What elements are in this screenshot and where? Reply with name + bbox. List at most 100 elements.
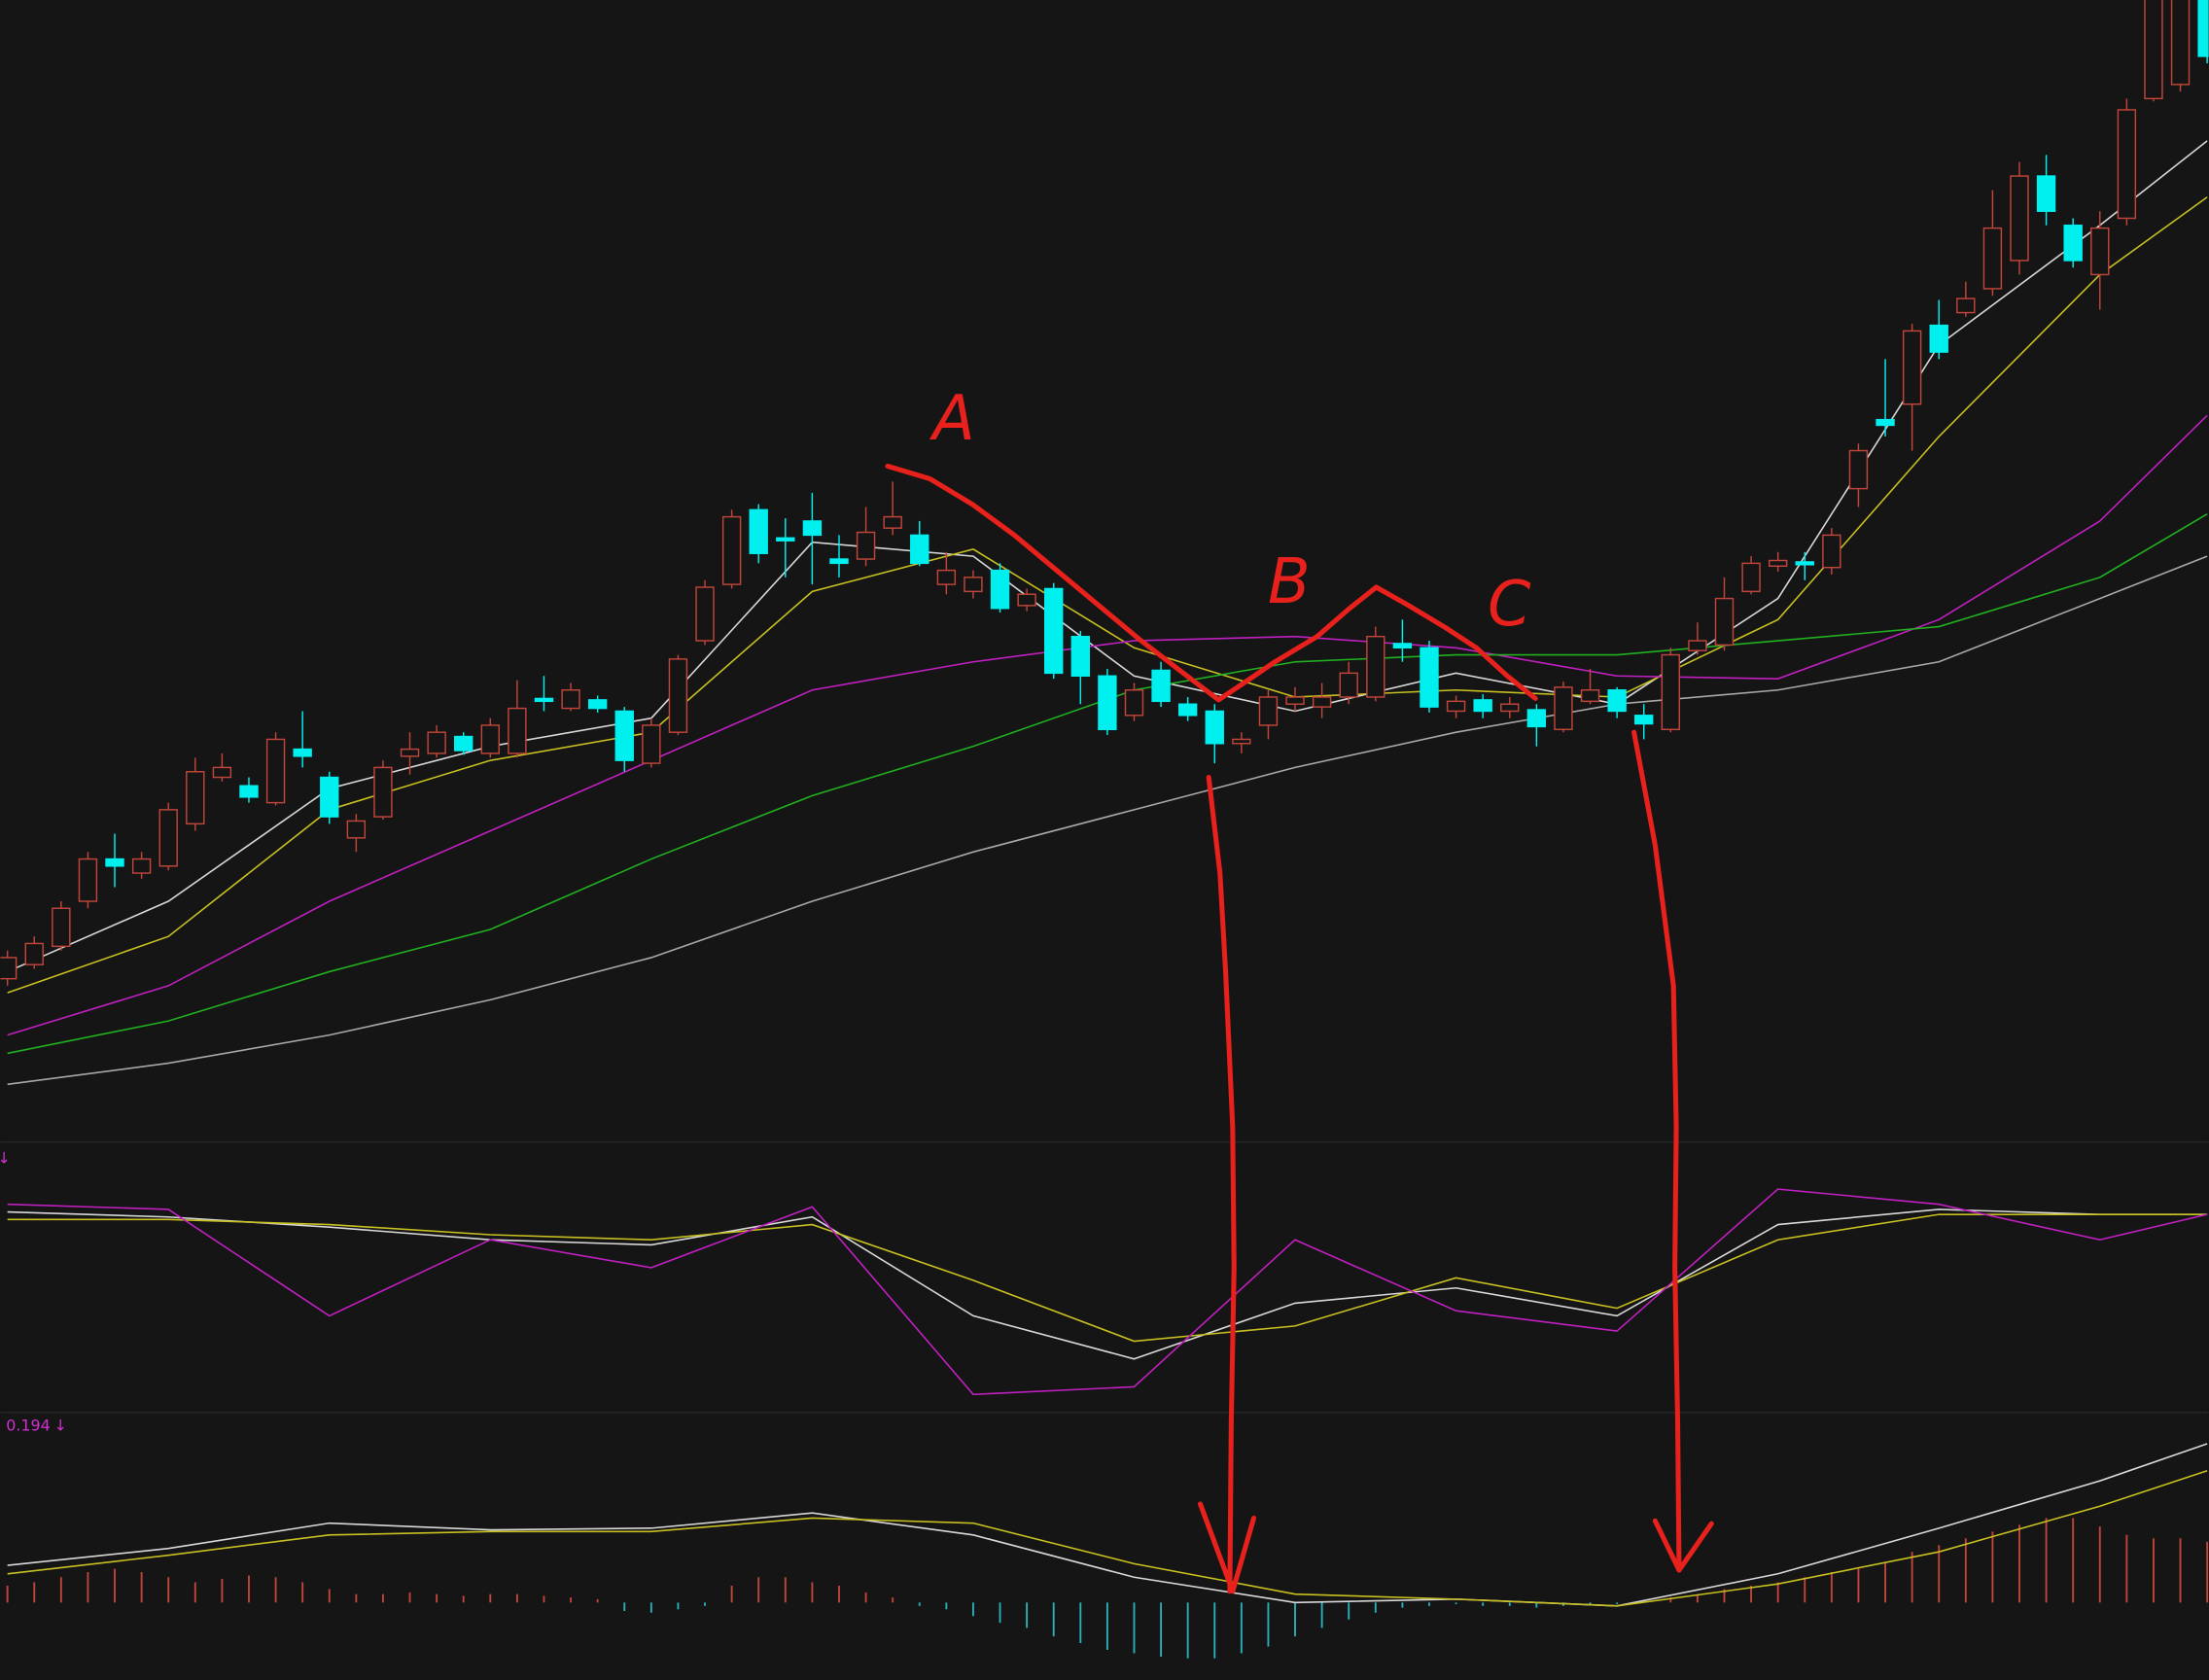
candle-body	[373, 766, 393, 818]
candle-body	[1420, 647, 1439, 708]
candle-body	[454, 735, 473, 752]
candle-body	[1177, 703, 1198, 717]
candle-body	[668, 658, 688, 733]
candle-body	[1526, 709, 1547, 728]
annotation-arrowhead	[1652, 1518, 1714, 1573]
candle-body	[802, 520, 823, 537]
candle-body	[2010, 175, 2029, 262]
candle-body	[1580, 689, 1600, 703]
candle-body	[1044, 587, 1064, 675]
candle-body	[1339, 672, 1358, 698]
indicator-line	[7, 1188, 2208, 1396]
indicator-line	[7, 1470, 2208, 1607]
candle-body	[1554, 686, 1573, 731]
candle-body	[1982, 227, 2003, 290]
candle-body	[2036, 175, 2056, 212]
annotation-line	[885, 463, 1538, 703]
candle-body	[1848, 449, 1869, 490]
annotations: A B C	[885, 383, 1714, 1594]
candle-body	[400, 748, 420, 757]
candle-body	[1473, 699, 1492, 713]
candle-body	[1098, 675, 1117, 731]
candle-body	[1500, 703, 1520, 713]
candle-body	[1070, 635, 1090, 677]
candle-body	[1205, 710, 1224, 745]
indicator-line	[7, 555, 2208, 1086]
candle-body	[1232, 738, 1251, 745]
candle-body	[534, 697, 554, 703]
candle-body	[2117, 109, 2137, 220]
candle-body	[1258, 696, 1279, 726]
candle-body	[1876, 418, 1895, 427]
candle-body	[1714, 597, 1735, 647]
candle-body	[1956, 298, 1976, 314]
candle-body	[1822, 534, 1841, 569]
oscillator-panel	[7, 1188, 2208, 1396]
candle-body	[105, 858, 124, 867]
candle-body	[1124, 689, 1144, 717]
candle-body	[1607, 689, 1627, 713]
candle-body	[1768, 559, 1788, 568]
annotation-arrow	[1206, 775, 1237, 1594]
price-panel	[0, 0, 2209, 1086]
candle-body	[427, 731, 446, 754]
candle-body	[480, 724, 500, 754]
candle-body	[186, 771, 205, 825]
indicator-line	[7, 414, 2208, 1036]
candle-body	[24, 942, 44, 965]
indicator-marker: ↓	[0, 1148, 11, 1167]
candle-body	[1446, 700, 1466, 713]
indicator-line	[7, 1443, 2208, 1607]
candle-body	[2063, 225, 2083, 262]
macd-panel	[6, 1443, 2209, 1659]
candle-body	[964, 577, 983, 593]
candle-body	[320, 776, 339, 818]
candle-body	[1312, 696, 1332, 708]
candle-body	[1285, 696, 1305, 705]
candle-body	[1661, 653, 1681, 731]
candle-body	[642, 724, 661, 764]
candle-body	[910, 534, 929, 565]
candle-body	[52, 907, 71, 948]
candle-body	[561, 689, 580, 710]
indicator-value: 0.194	[6, 1417, 51, 1435]
annotation-label: C	[1488, 569, 1531, 641]
candle-body	[346, 820, 367, 839]
candle-body	[131, 858, 152, 874]
candle-body	[1366, 635, 1385, 698]
candle-body	[239, 785, 259, 798]
annotation-label: B	[1268, 546, 1311, 618]
candle-body	[695, 586, 715, 642]
candle-body	[2144, 0, 2163, 100]
candle-body	[1688, 640, 1707, 651]
indicator-line	[7, 1208, 2208, 1360]
candle-body	[1151, 669, 1171, 703]
annotation-arrow	[1631, 729, 1682, 1573]
candle-body	[936, 569, 957, 585]
candle-body	[614, 710, 634, 761]
candle-body	[2197, 0, 2209, 57]
candle-body	[1902, 330, 1922, 405]
candle-body	[776, 537, 795, 542]
candle-body	[721, 515, 742, 585]
indicator-line	[7, 1213, 2208, 1343]
candle-body	[856, 531, 876, 560]
candle-body	[508, 707, 527, 754]
candle-body	[1392, 643, 1413, 649]
candle-body	[2090, 227, 2110, 276]
indicator-marker: ↓	[53, 1417, 66, 1435]
annotation-label: A	[929, 383, 975, 455]
candle-body	[749, 508, 768, 554]
candle-body	[829, 558, 849, 565]
candle-body	[265, 738, 286, 804]
annotation-arrowhead	[1197, 1501, 1257, 1594]
candle-body	[1017, 593, 1036, 607]
candle-body	[883, 515, 902, 529]
candle-body	[293, 748, 312, 757]
candle-body	[587, 699, 608, 710]
candle-body	[212, 766, 232, 779]
candle-body	[1634, 715, 1654, 725]
candle-body	[158, 809, 178, 867]
